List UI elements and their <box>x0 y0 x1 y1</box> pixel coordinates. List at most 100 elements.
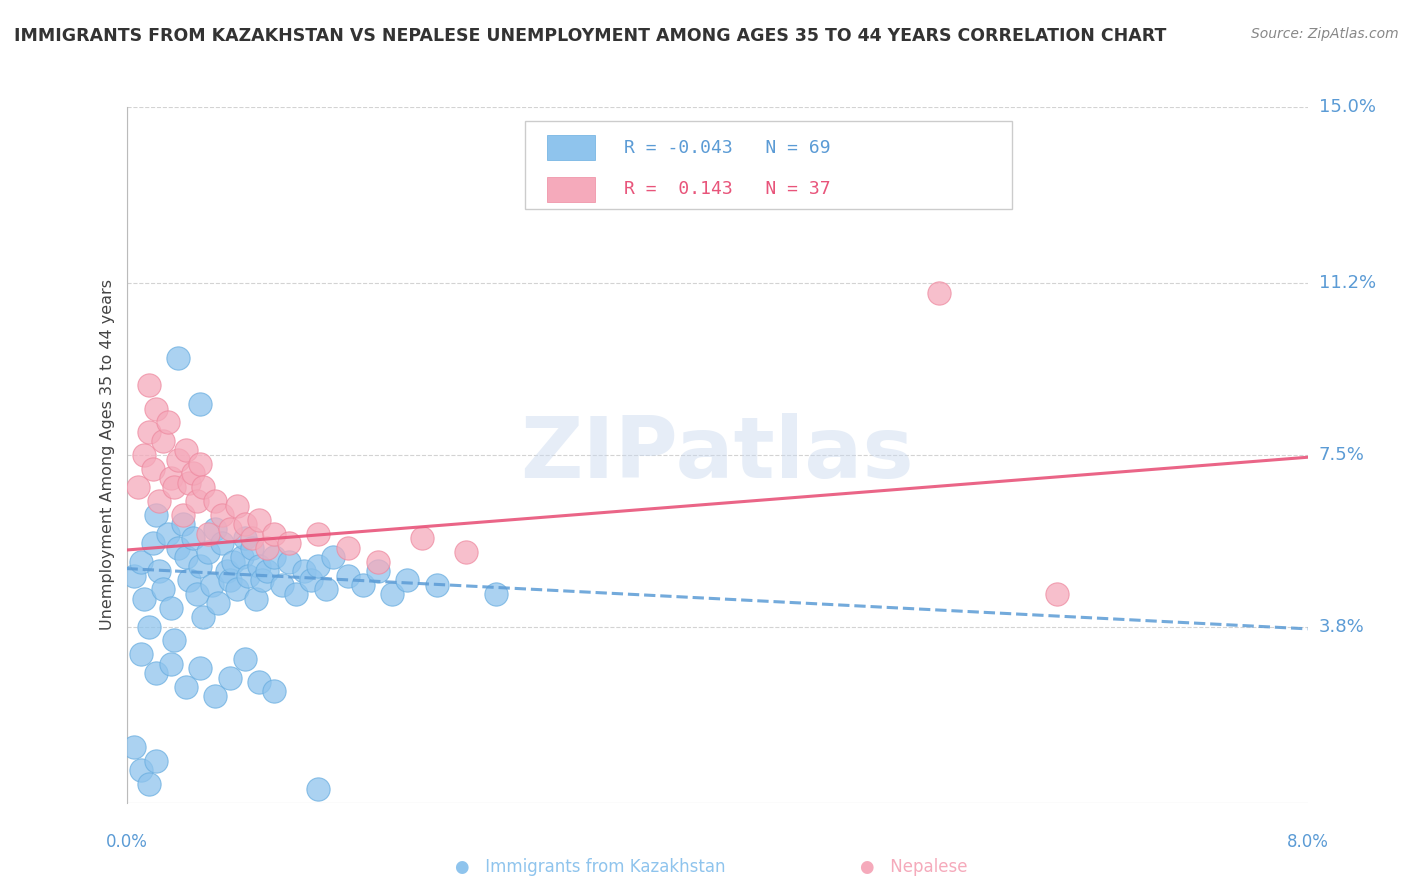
Point <box>366 564 388 578</box>
Point <box>145 665 167 680</box>
Point <box>177 475 200 490</box>
Point <box>172 517 194 532</box>
Point <box>411 532 433 546</box>
Point <box>211 508 233 523</box>
Point <box>138 619 160 633</box>
Point <box>148 564 170 578</box>
Point <box>928 285 950 300</box>
Point <box>145 401 167 416</box>
Point <box>134 591 156 606</box>
Point <box>381 587 404 601</box>
Point <box>138 777 160 791</box>
Text: ●   Immigrants from Kazakhstan: ● Immigrants from Kazakhstan <box>456 858 725 876</box>
Point <box>122 568 145 582</box>
Point <box>186 494 208 508</box>
Point <box>186 587 208 601</box>
Point <box>263 684 285 698</box>
Y-axis label: Unemployment Among Ages 35 to 44 years: Unemployment Among Ages 35 to 44 years <box>100 279 115 631</box>
FancyBboxPatch shape <box>526 121 1012 209</box>
Point <box>322 549 344 564</box>
Text: 0.0%: 0.0% <box>105 833 148 851</box>
Point <box>315 582 337 597</box>
Point <box>156 526 179 541</box>
Point <box>163 480 186 494</box>
Point <box>233 532 256 546</box>
Point <box>278 536 301 550</box>
Point <box>299 573 322 587</box>
Point <box>159 601 183 615</box>
Point <box>193 610 215 624</box>
Point <box>172 508 194 523</box>
Point <box>1045 587 1069 601</box>
Point <box>454 545 477 559</box>
Point <box>188 661 211 675</box>
Point <box>122 740 145 755</box>
Point <box>307 559 329 574</box>
Text: 15.0%: 15.0% <box>1319 98 1375 116</box>
Point <box>188 559 211 574</box>
Text: R =  0.143   N = 37: R = 0.143 N = 37 <box>624 180 831 198</box>
Text: 11.2%: 11.2% <box>1319 275 1376 293</box>
Point <box>263 549 285 564</box>
Point <box>226 499 249 513</box>
Point <box>226 582 249 597</box>
Point <box>181 532 204 546</box>
Point <box>240 532 263 546</box>
Point <box>285 587 308 601</box>
Point <box>193 480 215 494</box>
Text: IMMIGRANTS FROM KAZAKHSTAN VS NEPALESE UNEMPLOYMENT AMONG AGES 35 TO 44 YEARS CO: IMMIGRANTS FROM KAZAKHSTAN VS NEPALESE U… <box>14 27 1167 45</box>
Point <box>152 434 174 448</box>
Point <box>181 467 204 481</box>
Point <box>236 568 259 582</box>
Point <box>366 555 388 569</box>
Point <box>211 536 233 550</box>
Point <box>337 568 360 582</box>
Point <box>425 578 447 592</box>
Point <box>145 754 167 768</box>
Point <box>222 555 245 569</box>
Bar <box>547 177 595 202</box>
Point <box>337 541 360 555</box>
Point <box>247 559 270 574</box>
Point <box>218 573 242 587</box>
Point <box>204 689 226 703</box>
Point <box>215 564 238 578</box>
Point <box>197 526 219 541</box>
Point <box>197 545 219 559</box>
Point <box>278 555 301 569</box>
Point <box>247 513 270 527</box>
Point <box>174 443 197 458</box>
Point <box>252 573 274 587</box>
Point <box>177 573 200 587</box>
Bar <box>547 135 595 161</box>
Point <box>174 549 197 564</box>
Point <box>207 596 229 610</box>
Point <box>152 582 174 597</box>
Point <box>352 578 374 592</box>
Point <box>204 494 226 508</box>
Point <box>218 671 242 685</box>
Point <box>256 541 278 555</box>
Point <box>129 764 153 778</box>
Text: ●   Nepalese: ● Nepalese <box>860 858 967 876</box>
Point <box>256 564 278 578</box>
Point <box>307 526 329 541</box>
Point <box>201 578 224 592</box>
Point <box>204 522 226 536</box>
Point <box>159 657 183 671</box>
Text: Source: ZipAtlas.com: Source: ZipAtlas.com <box>1251 27 1399 41</box>
Point <box>156 416 179 430</box>
Point <box>263 526 285 541</box>
Text: R = -0.043   N = 69: R = -0.043 N = 69 <box>624 138 831 157</box>
Point <box>484 587 508 601</box>
Point <box>188 397 211 411</box>
Point <box>292 564 315 578</box>
Point <box>231 549 253 564</box>
Point <box>233 517 256 532</box>
Text: ZIPatlas: ZIPatlas <box>520 413 914 497</box>
Point <box>270 578 292 592</box>
Point <box>307 781 329 796</box>
Point <box>138 425 160 439</box>
Point <box>129 648 153 662</box>
Point <box>127 480 149 494</box>
